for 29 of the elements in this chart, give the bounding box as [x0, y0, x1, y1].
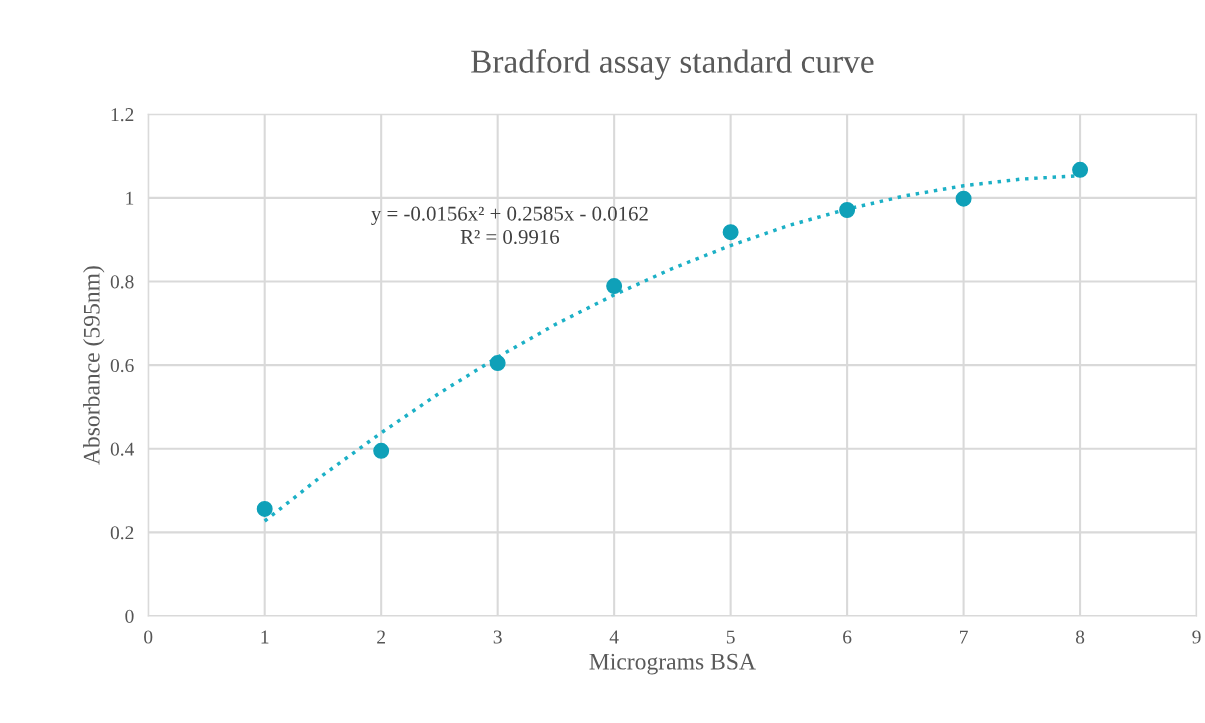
point: [489, 355, 506, 372]
x-tick-label: 8: [1075, 630, 1085, 644]
x-tick-label: 1: [261, 630, 269, 644]
x-tick-label: 4: [609, 630, 619, 644]
y-axis-title: Absorbance (595nm): [83, 266, 105, 465]
x-tick-label: 3: [493, 630, 502, 644]
x-tick-label: 0: [144, 630, 153, 644]
chart-title: Bradford assay standard curve: [471, 49, 874, 80]
point: [373, 442, 390, 459]
point: [722, 224, 739, 241]
x-tick-label: 5: [726, 630, 735, 644]
point: [839, 202, 856, 218]
x-tick-label: 7: [960, 630, 968, 644]
annotation: y = -0.0156x² + 0.2585x - 0.0162 R² = 0.9916: [371, 206, 648, 245]
y-tick-label: 0: [125, 609, 134, 623]
x-axis-title: Micrograms BSA: [589, 653, 756, 675]
point: [1072, 161, 1089, 178]
y-tick-label: 1: [126, 191, 134, 205]
y-tick-label: 0.8: [110, 275, 134, 289]
point: [256, 500, 273, 517]
point: [606, 278, 623, 295]
point: [955, 190, 972, 207]
x-tick-label: 2: [377, 630, 385, 644]
y-tick-label: 0.4: [110, 442, 135, 456]
y-tick-label: 0.6: [110, 358, 134, 373]
y-tick-label: 0.2: [110, 526, 134, 540]
x-tick-label: 9: [1192, 630, 1201, 644]
y-tick-label: 1.2: [111, 108, 134, 122]
x-tick-label: 6: [843, 630, 852, 644]
